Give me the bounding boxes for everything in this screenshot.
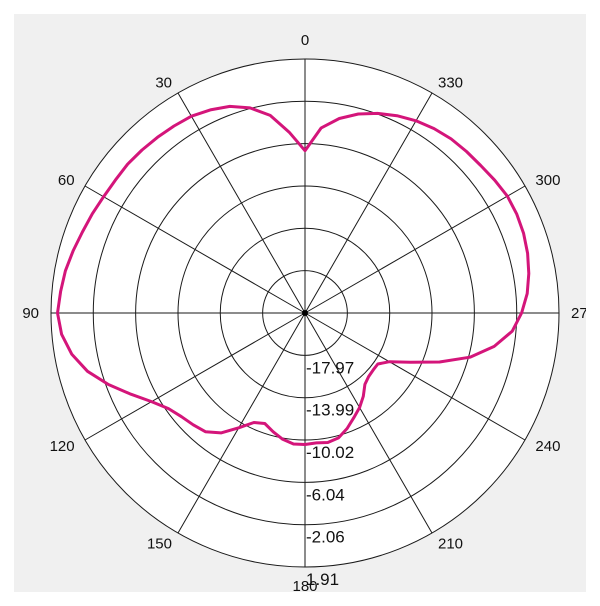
grid-spoke [304, 312, 526, 441]
angle-tick-label: 270 [571, 305, 586, 322]
grid-spoke [304, 92, 433, 314]
radial-tick-label: -2.06 [306, 528, 345, 547]
polar-chart: 0 30 60 90 120 150 180 210 240 270 300 330 -17.97 -13… [14, 14, 586, 592]
angle-tick-label: 0 [301, 32, 309, 49]
angle-tick-label: 120 [50, 438, 75, 455]
radial-tick-label: -17.97 [306, 358, 354, 377]
angle-tick-label: 210 [438, 535, 463, 552]
grid-spoke [84, 312, 306, 441]
grid-spoke [304, 312, 433, 534]
angle-tick-label: 60 [58, 172, 75, 189]
angle-tick-label: 330 [438, 75, 463, 92]
grid-spoke [304, 185, 526, 314]
labels: 0 30 60 90 120 150 180 210 240 270 300 330 -17.97 -13… [22, 32, 586, 592]
radial-tick-label: -6.04 [306, 485, 345, 504]
radial-tick-label: -10.02 [306, 443, 354, 462]
angle-tick-label: 90 [22, 305, 39, 322]
chart-panel: E2 0306090120150180210240270300330-17.97… [14, 14, 586, 592]
series-line [56, 104, 531, 446]
angle-tick-label: 240 [535, 438, 560, 455]
angle-tick-label: 300 [535, 172, 560, 189]
grid-spoke [177, 312, 306, 534]
radial-tick-label: -13.99 [306, 401, 354, 420]
angle-tick-label: 30 [155, 75, 172, 92]
radial-tick-label: 1.91 [306, 570, 339, 589]
angle-tick-label: 150 [147, 535, 172, 552]
grid-spoke [177, 92, 306, 314]
grid-spoke [84, 185, 306, 314]
series-layer [56, 104, 531, 446]
center-point [302, 310, 308, 316]
angle-tick-label: 180 [292, 578, 317, 592]
